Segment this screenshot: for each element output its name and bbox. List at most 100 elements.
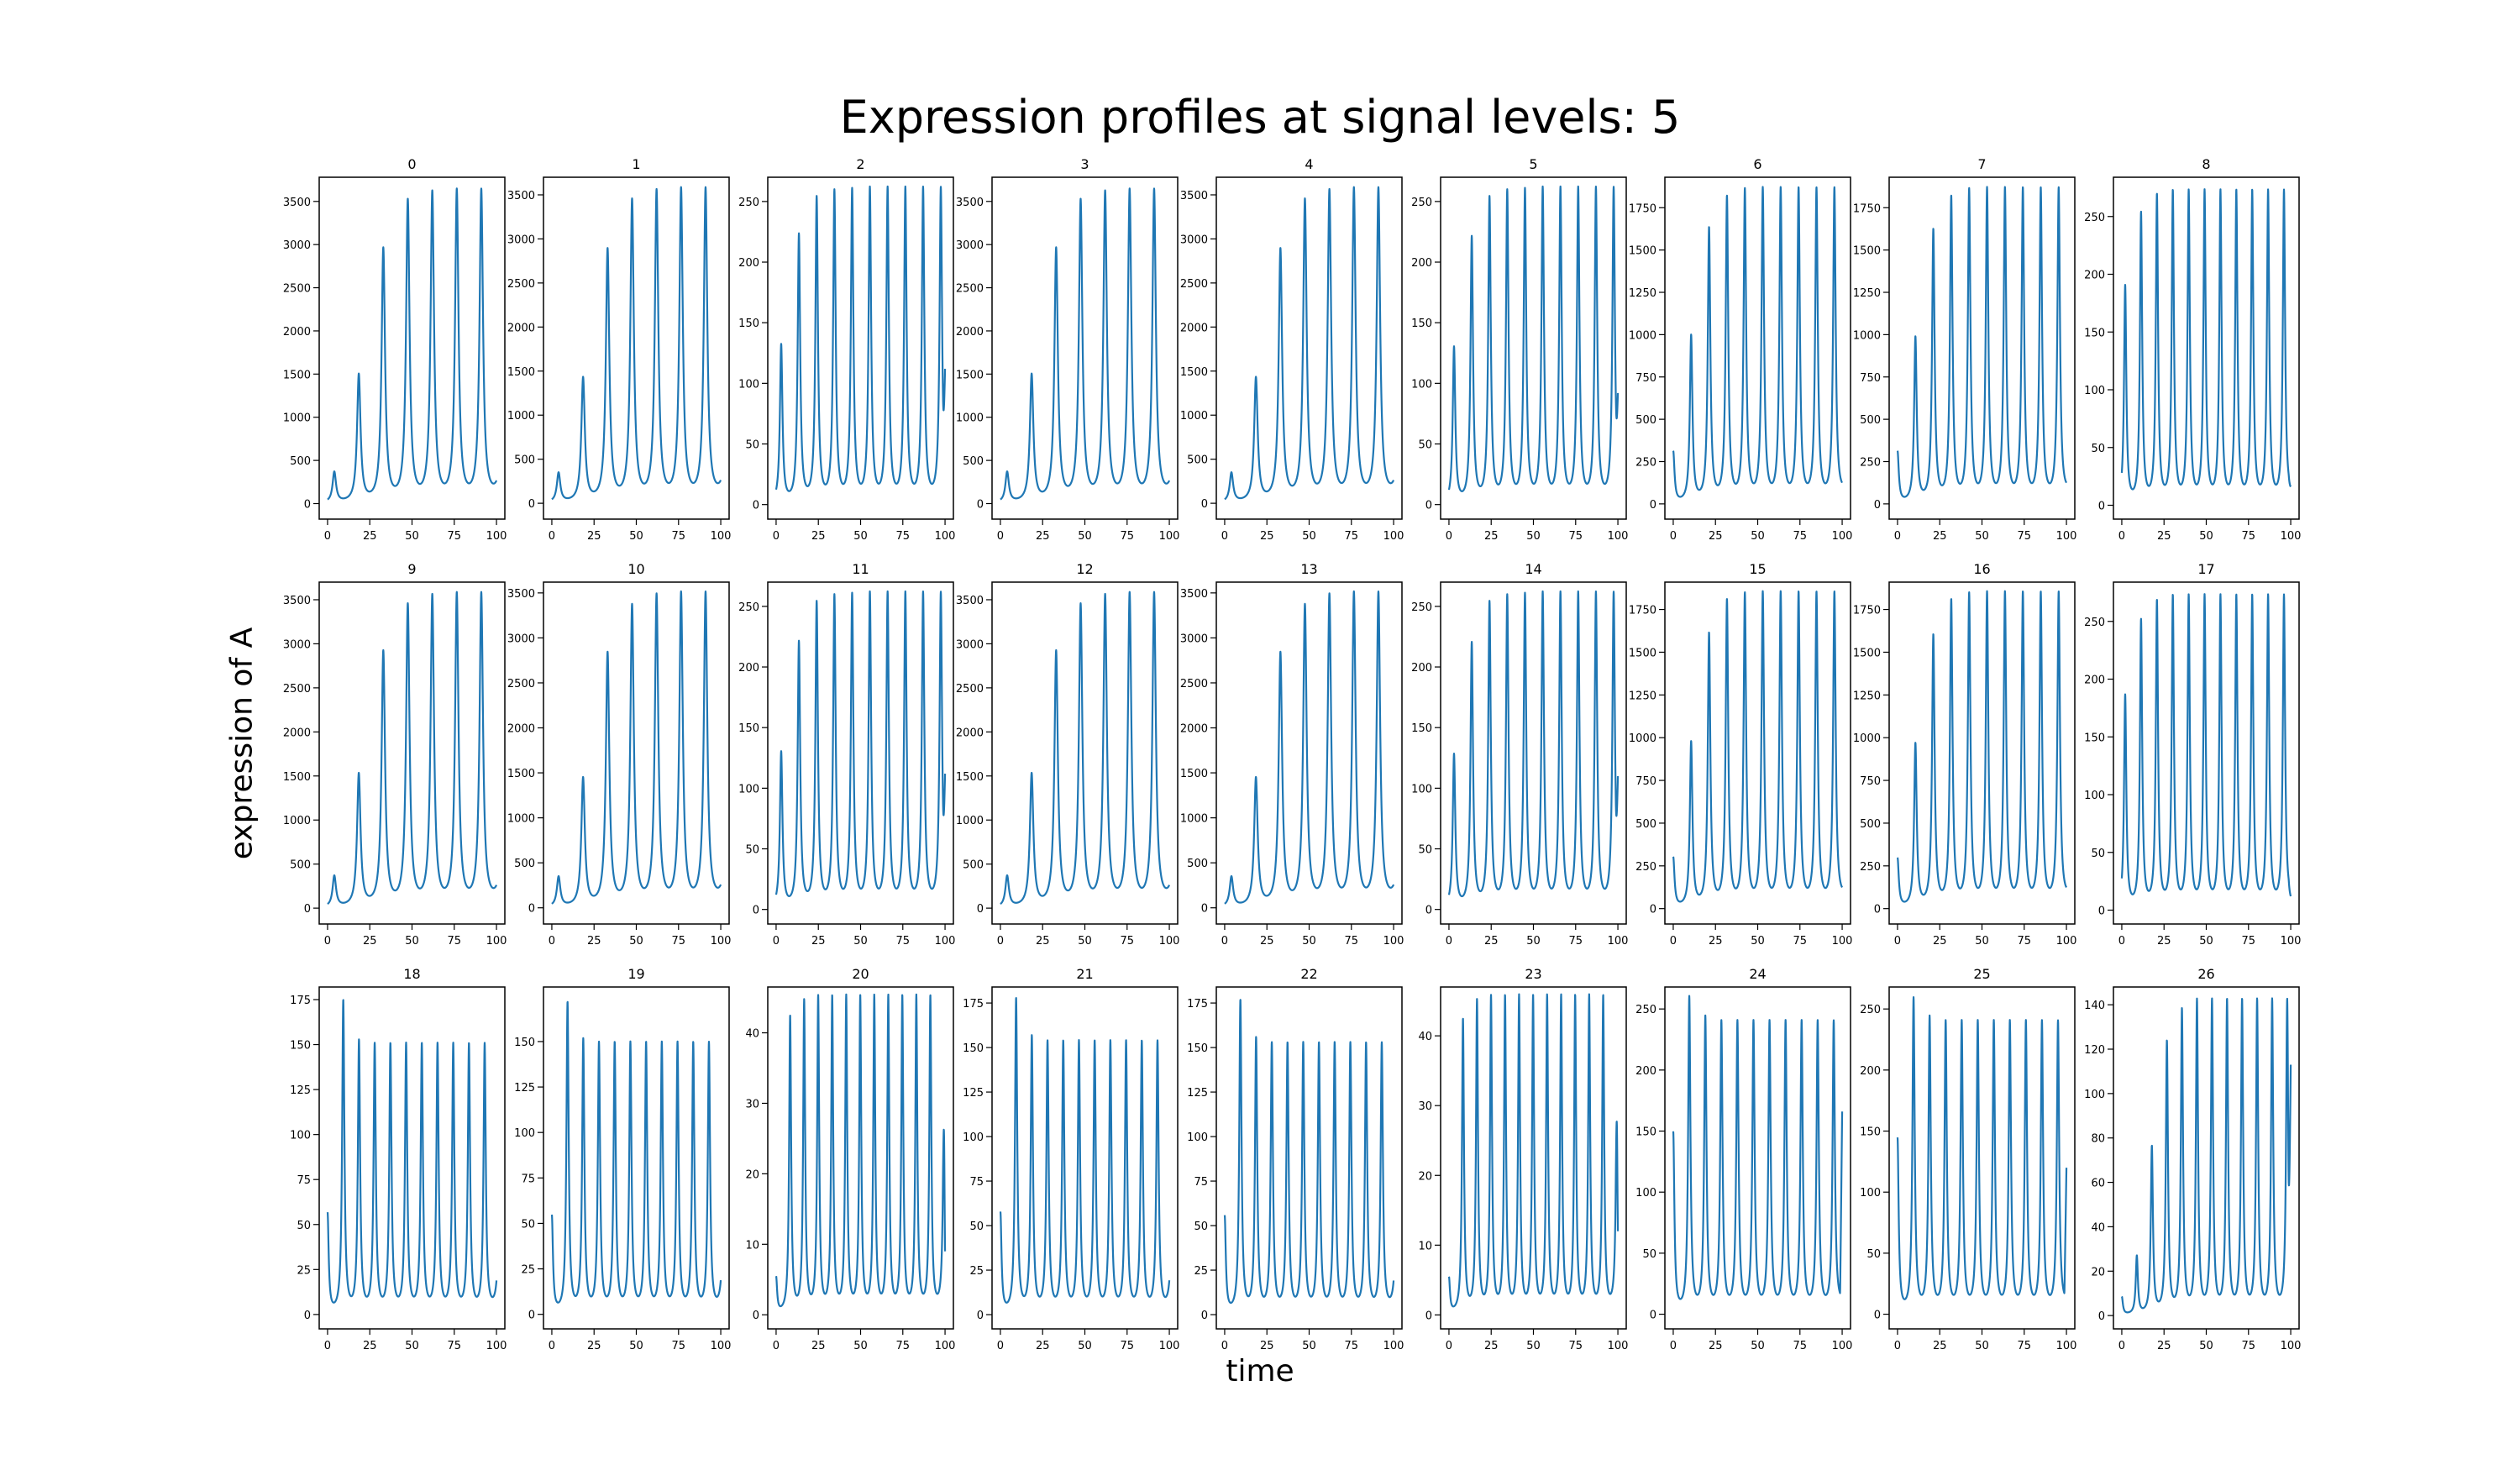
subplot-title: 14	[1525, 561, 1541, 577]
subplot-8: 8 0 25 50 75 100 0 50 100 150 200 250	[2084, 156, 2301, 543]
y-tick-label: 500	[1187, 858, 1208, 870]
x-tick-label: 25	[1933, 530, 1947, 543]
x-tick-label: 25	[2157, 935, 2171, 948]
y-tick-label: 0	[977, 499, 984, 512]
y-tick-label: 40	[1418, 1031, 1432, 1043]
x-tick-label: 50	[2199, 1340, 2213, 1352]
y-tick-label: 0	[753, 500, 759, 512]
x-tick-label: 100	[1608, 530, 1629, 543]
y-tick-label: 0	[1201, 498, 1208, 511]
y-tick-label: 250	[738, 601, 759, 614]
x-tick-label: 75	[2242, 530, 2256, 543]
y-tick-label: 3500	[507, 190, 535, 202]
series-line	[1672, 186, 1844, 498]
subplot-11: 11 0 25 50 75 100 0 50 100 150 200 250	[738, 561, 955, 948]
y-tick-label: 500	[1635, 818, 1656, 831]
series-line	[1000, 187, 1171, 501]
x-tick-label: 0	[1446, 1340, 1452, 1352]
x-tick-label: 50	[1078, 1340, 1092, 1352]
y-tick-label: 100	[514, 1127, 535, 1140]
y-tick-label: 50	[521, 1218, 535, 1231]
x-tick-label: 75	[448, 1340, 462, 1352]
y-tick-label: 3000	[507, 633, 535, 645]
y-tick-label: 60	[2091, 1178, 2105, 1190]
y-tick-label: 75	[521, 1173, 535, 1185]
x-tick-label: 0	[2118, 1340, 2125, 1352]
x-tick-label: 100	[486, 1340, 507, 1352]
subplot-title: 3	[1080, 156, 1089, 172]
x-tick-label: 0	[2118, 935, 2125, 948]
y-tick-label: 0	[977, 903, 984, 916]
y-tick-label: 10	[1418, 1240, 1432, 1252]
y-tick-label: 175	[290, 995, 311, 1007]
y-tick-label: 25	[521, 1264, 535, 1277]
x-tick-label: 100	[2281, 1340, 2302, 1352]
y-tick-label: 0	[753, 1310, 759, 1322]
y-tick-label: 20	[1418, 1170, 1432, 1183]
subplot-17: 17 0 25 50 75 100 0 50 100 150 200 250	[2084, 561, 2301, 948]
y-tick-label: 750	[1860, 775, 1881, 788]
x-tick-label: 100	[935, 530, 956, 543]
y-tick-label: 50	[2091, 848, 2105, 860]
y-tick-label: 1750	[1853, 202, 1881, 215]
x-tick-label: 25	[1709, 1340, 1723, 1352]
y-tick-label: 30	[1418, 1100, 1432, 1113]
y-tick-label: 3000	[1180, 633, 1208, 645]
y-tick-label: 1000	[1629, 732, 1656, 745]
axes-frame	[991, 581, 1179, 925]
y-tick-label: 1500	[1853, 245, 1881, 258]
x-tick-label: 100	[1159, 935, 1180, 948]
series-line	[1672, 995, 1844, 1300]
y-tick-label: 250	[1411, 197, 1432, 209]
series-line	[551, 186, 722, 501]
x-tick-label: 75	[1569, 530, 1583, 543]
y-tick-label: 3500	[283, 197, 311, 209]
y-tick-label: 1000	[1629, 329, 1656, 342]
x-tick-label: 50	[1751, 1340, 1765, 1352]
y-tick-label: 1750	[1853, 605, 1881, 617]
y-tick-label: 50	[1866, 1248, 1881, 1261]
subplot-title: 12	[1076, 561, 1093, 577]
series-line	[550, 1000, 722, 1304]
y-tick-label: 200	[738, 662, 759, 675]
y-tick-label: 2500	[283, 683, 311, 696]
x-tick-label: 75	[2242, 935, 2256, 948]
y-tick-label: 0	[1650, 499, 1656, 512]
x-tick-label: 75	[1793, 530, 1808, 543]
x-tick-label: 50	[2199, 530, 2213, 543]
y-tick-label: 0	[1425, 500, 1432, 512]
x-tick-label: 50	[1975, 935, 1989, 948]
y-tick-label: 1000	[1180, 813, 1208, 826]
y-tick-label: 1500	[1180, 366, 1208, 379]
y-tick-label: 200	[738, 257, 759, 270]
y-tick-label: 25	[969, 1265, 984, 1278]
y-tick-label: 1250	[1629, 287, 1656, 300]
x-tick-label: 0	[549, 1340, 555, 1352]
y-tick-label: 100	[738, 378, 759, 391]
y-tick-label: 1500	[1853, 647, 1881, 659]
y-tick-label: 3500	[956, 595, 984, 607]
subplot-title: 16	[1973, 561, 1990, 577]
x-tick-label: 100	[1383, 530, 1404, 543]
y-tick-label: 3500	[507, 588, 535, 601]
y-tick-label: 0	[304, 499, 311, 512]
x-tick-label: 0	[1894, 1340, 1901, 1352]
x-tick-label: 0	[997, 1340, 1004, 1352]
subplot-title: 1	[632, 156, 640, 172]
y-tick-label: 150	[1187, 1042, 1208, 1055]
x-tick-label: 0	[324, 530, 331, 543]
subplot-title: 2	[856, 156, 864, 172]
x-tick-label: 100	[1832, 530, 1853, 543]
y-tick-label: 2000	[283, 727, 311, 739]
y-tick-label: 1000	[1853, 732, 1881, 745]
y-tick-label: 40	[745, 1028, 759, 1041]
subplot-23: 23 0 25 50 75 100 0 10 20 30 40	[1418, 966, 1628, 1352]
y-tick-label: 1500	[1180, 768, 1208, 780]
y-tick-label: 125	[1187, 1087, 1208, 1100]
subplot-title: 7	[1977, 156, 1986, 172]
series-line	[1896, 995, 2068, 1300]
